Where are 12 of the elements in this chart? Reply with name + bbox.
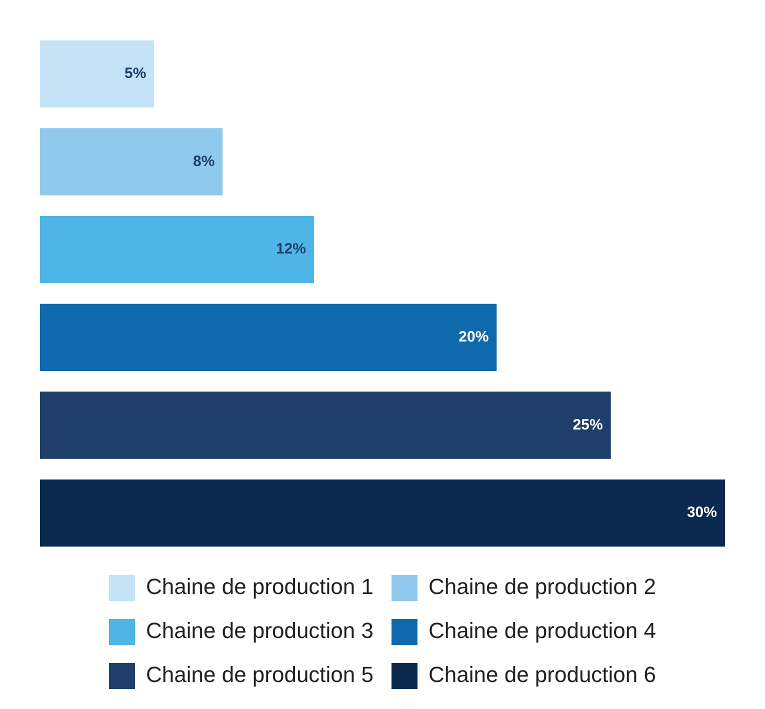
data-label: 20% (458, 328, 489, 346)
data-label: 8% (192, 152, 215, 170)
legend-label: Chaine de production 6 (428, 662, 656, 688)
data-label: 25% (572, 416, 603, 434)
data-label: 5% (124, 65, 146, 82)
legend-label: Chaine de production 4 (428, 618, 656, 644)
data-label: 12% (276, 240, 306, 258)
legend-label: Chaine de production 1 (146, 574, 374, 600)
legend-label: Chaine de production 2 (428, 574, 656, 600)
legend-label: Chaine de production 5 (146, 662, 374, 688)
legend-label: Chaine de production 3 (146, 618, 374, 644)
data-label: 30% (686, 504, 717, 522)
